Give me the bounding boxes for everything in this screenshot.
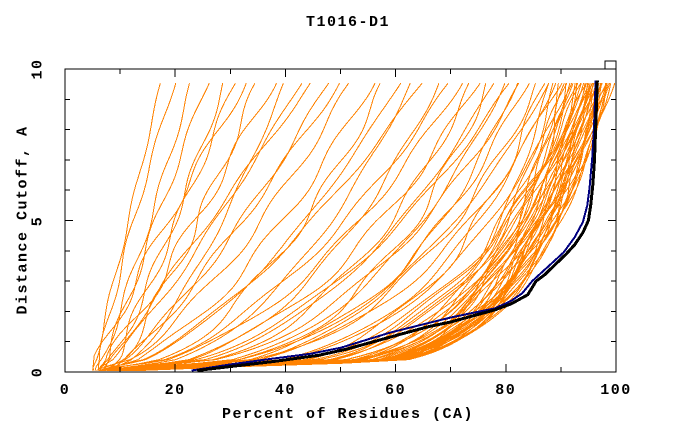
secondary-highlight-curve (191, 80, 597, 372)
model-curve (133, 83, 593, 371)
x-tick-label: 20 (164, 382, 186, 399)
model-curve (120, 82, 588, 371)
model-curve (104, 82, 481, 371)
model-curve (137, 83, 559, 371)
model-curve (109, 82, 568, 371)
model-curve (131, 82, 579, 371)
y-tick-label: 0 (29, 366, 47, 378)
model-curve (94, 83, 190, 371)
x-tick-label: 100 (600, 382, 632, 399)
model-curve (109, 82, 236, 371)
x-axis-label: Percent of Residues (CA) (221, 406, 475, 423)
model-curve (113, 83, 506, 371)
model-curve (122, 83, 591, 371)
model-curve (134, 83, 603, 371)
model-curve (98, 82, 277, 371)
model-curve (117, 82, 530, 371)
model-curve (103, 82, 376, 371)
main-highlight-curve (197, 80, 599, 372)
model-curve (104, 82, 449, 371)
model-curve (92, 83, 247, 371)
model-curve (92, 83, 161, 371)
model-curve (98, 82, 464, 371)
model-curve (110, 82, 470, 371)
model-curve (116, 83, 573, 371)
model-curve (100, 83, 224, 371)
model-curve (107, 82, 563, 371)
model-curve (117, 83, 603, 371)
model-curve (102, 82, 550, 371)
model-curve (102, 82, 495, 371)
model-curve (113, 82, 340, 371)
chart-title: T1016-D1 (305, 14, 390, 31)
model-curve (101, 82, 520, 371)
model-curve (139, 82, 607, 371)
y-tick-label: 10 (29, 58, 47, 80)
model-curve (97, 82, 303, 371)
model-curve (106, 82, 256, 371)
model-curve (97, 83, 177, 371)
x-tick-label: 60 (385, 382, 407, 399)
model-curve (123, 83, 576, 371)
model-curve (127, 83, 591, 371)
model-curve (99, 82, 402, 371)
x-tick-label: 40 (274, 382, 296, 399)
model-curve (126, 83, 554, 371)
x-tick-label: 0 (59, 382, 71, 399)
model-curve (116, 82, 582, 371)
model-curve (101, 83, 536, 371)
model-curve (113, 82, 593, 371)
x-tick-label: 80 (495, 382, 517, 399)
model-curve (100, 82, 330, 371)
model-curve (119, 83, 487, 371)
model-curve (130, 83, 601, 371)
model-curve (96, 82, 350, 371)
model-curve (107, 82, 510, 371)
model-curve (113, 83, 411, 371)
model-curve (100, 82, 423, 371)
model-curve (126, 83, 598, 371)
model-curve (103, 82, 311, 371)
model-curve (103, 83, 210, 371)
y-tick-label: 5 (29, 215, 47, 226)
top-right-corner-notch (604, 60, 617, 69)
model-curve (118, 82, 600, 371)
model-curve (106, 83, 557, 371)
model-curve (120, 83, 519, 371)
